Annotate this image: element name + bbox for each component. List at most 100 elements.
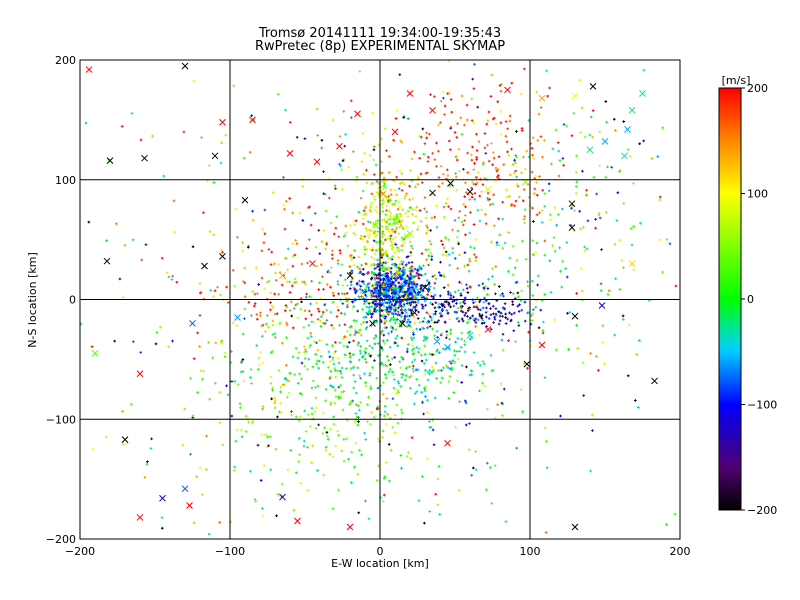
scatter-point-small [500, 82, 503, 86]
scatter-point-small [531, 308, 535, 311]
scatter-point-small [358, 267, 361, 271]
scatter-point-small [284, 304, 288, 307]
scatter-point-small [288, 291, 292, 294]
scatter-point-small [395, 175, 399, 179]
scatter-point-small [455, 188, 459, 192]
scatter-point-small [460, 337, 463, 341]
scatter-point-small [419, 293, 423, 297]
scatter-point-small [361, 308, 364, 311]
scatter-point-small [370, 182, 373, 186]
y-tick-label: −100 [46, 413, 76, 426]
scatter-point-small [358, 358, 361, 362]
scatter-point-small [288, 371, 292, 375]
scatter-point-small [471, 314, 474, 318]
scatter-point-small [376, 277, 380, 280]
scatter-point-small [470, 158, 474, 162]
scatter-point-small [423, 362, 426, 365]
scatter-point-small [314, 353, 318, 356]
scatter-point-small [383, 475, 387, 479]
scatter-point-small [373, 305, 377, 309]
scatter-point-small [189, 376, 192, 380]
scatter-point-small [382, 176, 386, 180]
scatter-point-small [504, 134, 508, 138]
scatter-point-small [451, 300, 454, 303]
scatter-point-small [230, 414, 234, 418]
scatter-point-small [322, 321, 325, 325]
scatter-point-small [508, 114, 512, 118]
scatter-point-small [155, 331, 159, 334]
scatter-point-large [219, 253, 226, 260]
scatter-point-small [521, 239, 524, 243]
scatter-point-small [372, 301, 375, 305]
scatter-point-small [497, 322, 501, 326]
scatter-point-small [225, 384, 228, 388]
scatter-point-small [591, 109, 595, 112]
scatter-point-small [459, 116, 463, 120]
scatter-point-small [396, 388, 400, 392]
scatter-point-small [430, 255, 434, 258]
scatter-point-small [573, 209, 576, 212]
scatter-point-small [450, 366, 454, 370]
scatter-point-small [276, 415, 279, 419]
scatter-point-small [498, 319, 502, 323]
scatter-point-small [506, 317, 509, 321]
scatter-point-small [430, 294, 433, 298]
scatter-point-small [535, 213, 539, 217]
scatter-point-small [236, 383, 240, 386]
scatter-point-small [583, 249, 587, 253]
scatter-point-small [427, 155, 430, 159]
scatter-point-small [507, 231, 510, 234]
scatter-point-small [172, 199, 176, 203]
scatter-point-small [473, 198, 477, 201]
scatter-point-small [316, 348, 320, 352]
scatter-point-small [339, 372, 343, 375]
scatter-point-small [273, 262, 276, 266]
scatter-point-small [247, 420, 250, 424]
scatter-point-small [396, 267, 400, 271]
scatter-point-small [233, 379, 237, 383]
scatter-point-small [458, 349, 461, 353]
scatter-point-small [386, 286, 389, 290]
scatter-point-small [630, 227, 633, 230]
scatter-point-small [591, 429, 594, 432]
scatter-point-small [260, 276, 264, 280]
scatter-point-small [416, 228, 419, 231]
scatter-point-small [455, 302, 458, 305]
scatter-point-small [489, 307, 492, 310]
scatter-point-small [315, 341, 318, 345]
scatter-point-small [411, 349, 414, 352]
scatter-point-small [405, 366, 409, 369]
scatter-point-small [404, 235, 408, 238]
scatter-point-small [411, 213, 414, 216]
scatter-point-small [441, 347, 445, 351]
scatter-point-small [300, 361, 304, 365]
scatter-point-small [410, 282, 414, 286]
scatter-point-small [415, 271, 419, 275]
scatter-point-small [632, 225, 636, 228]
scatter-point-small [333, 369, 337, 372]
scatter-point-small [434, 301, 438, 304]
scatter-point-small [328, 360, 332, 363]
scatter-point-small [504, 322, 508, 325]
scatter-point-small [454, 340, 457, 344]
scatter-point-small [384, 289, 388, 293]
scatter-point-small [256, 292, 259, 295]
scatter-point-small [423, 207, 426, 211]
scatter-point-small [386, 354, 389, 358]
scatter-point-small [410, 285, 414, 289]
scatter-point-small [397, 200, 401, 204]
scatter-point-small [481, 381, 484, 385]
scatter-point-small [342, 337, 345, 340]
scatter-point-small [382, 295, 386, 298]
scatter-point-small [337, 292, 340, 296]
scatter-point-small [364, 347, 368, 350]
scatter-point-small [395, 275, 398, 279]
scatter-point-small [476, 296, 479, 300]
scatter-point-small [343, 323, 347, 326]
scatter-point-small [271, 191, 275, 194]
scatter-point-small [352, 373, 355, 377]
scatter-point-small [363, 248, 367, 251]
scatter-point-small [316, 307, 320, 311]
scatter-point-large [201, 262, 208, 270]
scatter-point-small [634, 399, 637, 402]
